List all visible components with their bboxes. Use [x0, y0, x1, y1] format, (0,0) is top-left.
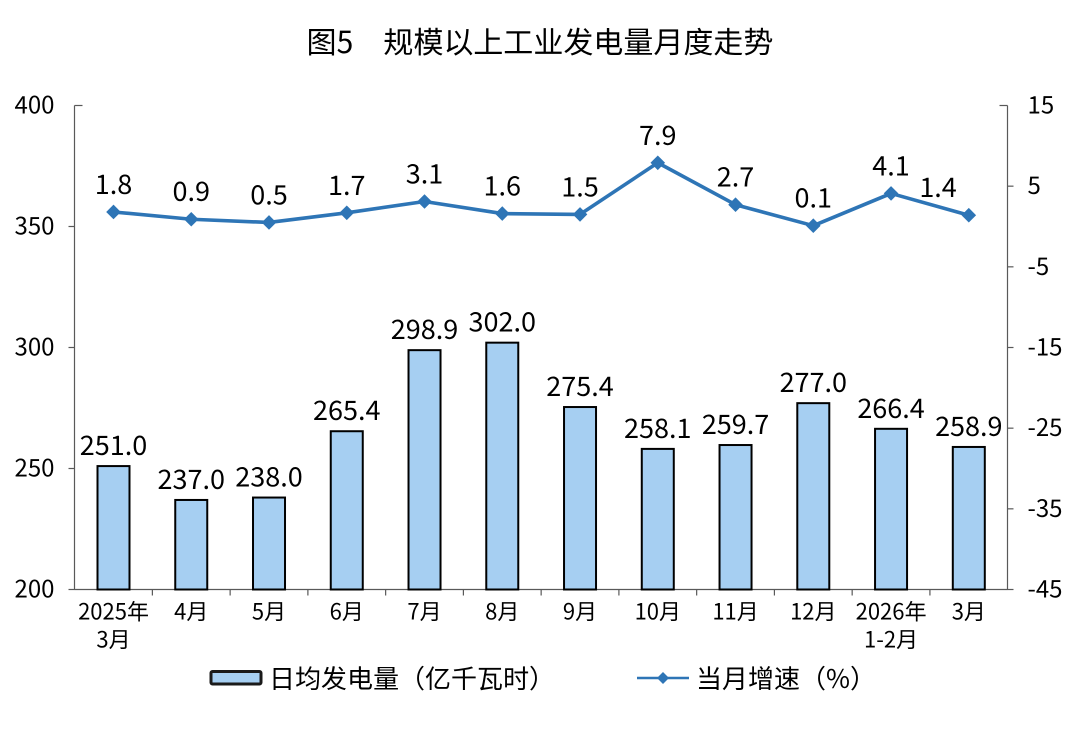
svg-text:258.1: 258.1 [624, 407, 691, 446]
svg-text:7月: 7月 [407, 595, 441, 627]
svg-text:400: 400 [15, 86, 55, 121]
svg-text:6月: 6月 [330, 595, 364, 627]
svg-text:0.5: 0.5 [250, 173, 287, 212]
svg-text:251.0: 251.0 [80, 424, 147, 463]
svg-text:12月: 12月 [790, 595, 836, 627]
svg-text:-35: -35 [1028, 489, 1063, 524]
svg-text:5: 5 [1028, 166, 1041, 201]
svg-text:238.0: 238.0 [235, 456, 302, 495]
svg-text:-25: -25 [1028, 408, 1063, 443]
svg-text:0.9: 0.9 [173, 170, 210, 209]
svg-text:5月: 5月 [252, 595, 286, 627]
svg-text:8月: 8月 [485, 595, 519, 627]
svg-text:298.9: 298.9 [391, 308, 458, 347]
svg-text:4月: 4月 [174, 595, 208, 627]
svg-text:4.1: 4.1 [872, 144, 909, 183]
svg-text:11月: 11月 [712, 595, 758, 627]
svg-text:277.0: 277.0 [780, 361, 847, 400]
svg-text:266.4: 266.4 [857, 387, 924, 426]
svg-text:-45: -45 [1028, 570, 1063, 605]
svg-text:265.4: 265.4 [313, 389, 380, 428]
svg-text:1.8: 1.8 [95, 163, 132, 202]
svg-text:1.4: 1.4 [919, 166, 956, 205]
svg-text:1-2月: 1-2月 [864, 623, 918, 655]
svg-text:275.4: 275.4 [546, 365, 613, 404]
svg-text:-5: -5 [1028, 247, 1050, 282]
svg-text:259.7: 259.7 [702, 403, 769, 442]
svg-text:10月: 10月 [635, 595, 681, 627]
svg-text:15: 15 [1028, 86, 1055, 121]
svg-text:2.7: 2.7 [717, 156, 754, 195]
svg-text:237.0: 237.0 [158, 458, 225, 497]
svg-text:9月: 9月 [563, 595, 597, 627]
svg-text:1.6: 1.6 [484, 165, 521, 204]
svg-text:200: 200 [15, 570, 55, 605]
svg-text:1.5: 1.5 [561, 165, 598, 204]
svg-text:3.1: 3.1 [406, 152, 443, 191]
svg-text:300: 300 [15, 328, 55, 363]
svg-text:250: 250 [15, 449, 55, 484]
svg-text:258.9: 258.9 [935, 405, 1002, 444]
svg-text:0.1: 0.1 [795, 177, 832, 216]
svg-text:-15: -15 [1028, 328, 1063, 363]
svg-text:302.0: 302.0 [469, 301, 536, 340]
svg-text:7.9: 7.9 [639, 114, 676, 153]
svg-text:1.7: 1.7 [328, 164, 365, 203]
svg-text:350: 350 [15, 207, 55, 242]
svg-text:3月: 3月 [96, 623, 130, 655]
svg-text:3月: 3月 [952, 595, 986, 627]
